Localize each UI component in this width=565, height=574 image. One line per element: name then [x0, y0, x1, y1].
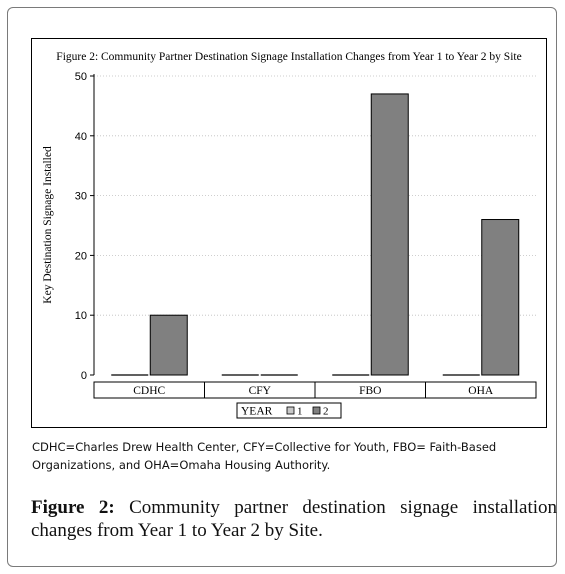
category-label: CFY	[249, 385, 272, 397]
bar-chart: Figure 2: Community Partner Destination …	[42, 51, 537, 419]
category-label: FBO	[359, 385, 381, 397]
abbreviation-note: CDHC=Charles Drew Health Center, CFY=Col…	[32, 440, 497, 472]
figure-caption: Figure 2: Community partner destination …	[31, 496, 557, 542]
bar-cdhc-year-2	[149, 314, 188, 376]
chart-title: Figure 2: Community Partner Destination …	[56, 51, 521, 63]
figure-caption-text: Community partner destination signage in…	[31, 497, 557, 541]
y-tick-label: 20	[75, 250, 87, 262]
bar-oha-year-2	[481, 219, 520, 376]
legend-label-year-1: 1	[297, 406, 303, 418]
legend-title: YEAR	[241, 406, 273, 418]
y-tick-label: 50	[75, 71, 87, 83]
y-tick-label: 40	[75, 131, 87, 143]
legend-swatch-year-2	[312, 406, 321, 415]
legend-swatch-year-1	[286, 406, 295, 415]
y-tick-label: 10	[75, 310, 87, 322]
category-label: OHA	[468, 385, 494, 397]
legend-label-year-2: 2	[323, 406, 329, 418]
figure-label: Figure 2:	[31, 497, 115, 518]
chart-panel: Figure 2: Community Partner Destination …	[31, 38, 547, 428]
bar-fbo-year-2	[370, 93, 409, 376]
category-label: CDHC	[133, 385, 165, 397]
y-tick-label: 30	[75, 191, 87, 203]
figure-frame: Figure 2: Community Partner Destination …	[7, 7, 557, 567]
y-tick-label: 0	[81, 370, 87, 382]
y-axis-label: Key Destination Signage Installed	[42, 146, 54, 304]
